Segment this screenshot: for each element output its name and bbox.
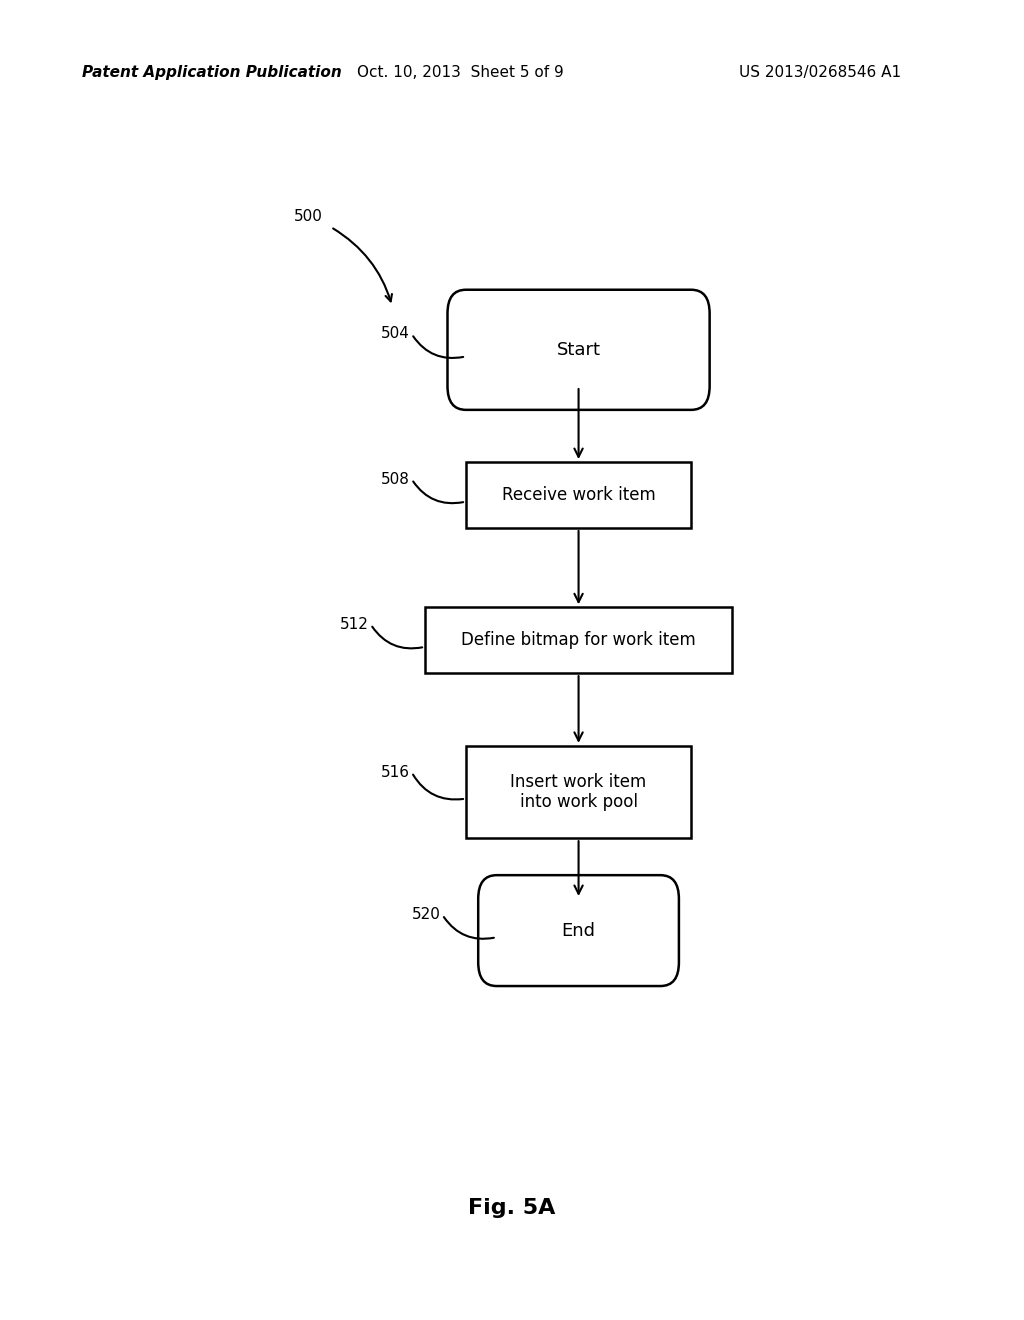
FancyBboxPatch shape: [466, 746, 691, 838]
FancyBboxPatch shape: [425, 607, 732, 673]
Text: Start: Start: [557, 341, 600, 359]
Text: 520: 520: [412, 907, 440, 923]
Text: 512: 512: [340, 616, 369, 632]
Text: Oct. 10, 2013  Sheet 5 of 9: Oct. 10, 2013 Sheet 5 of 9: [357, 65, 564, 81]
Text: Patent Application Publication: Patent Application Publication: [82, 65, 342, 81]
Text: 504: 504: [381, 326, 410, 342]
FancyBboxPatch shape: [447, 290, 710, 409]
Text: 516: 516: [381, 764, 410, 780]
Text: Insert work item
into work pool: Insert work item into work pool: [510, 772, 647, 812]
FancyBboxPatch shape: [466, 462, 691, 528]
Text: End: End: [561, 921, 596, 940]
Text: Define bitmap for work item: Define bitmap for work item: [461, 631, 696, 649]
Text: Receive work item: Receive work item: [502, 486, 655, 504]
Text: 508: 508: [381, 471, 410, 487]
FancyBboxPatch shape: [478, 875, 679, 986]
Text: 500: 500: [294, 209, 323, 224]
Text: US 2013/0268546 A1: US 2013/0268546 A1: [739, 65, 901, 81]
Text: Fig. 5A: Fig. 5A: [468, 1197, 556, 1218]
